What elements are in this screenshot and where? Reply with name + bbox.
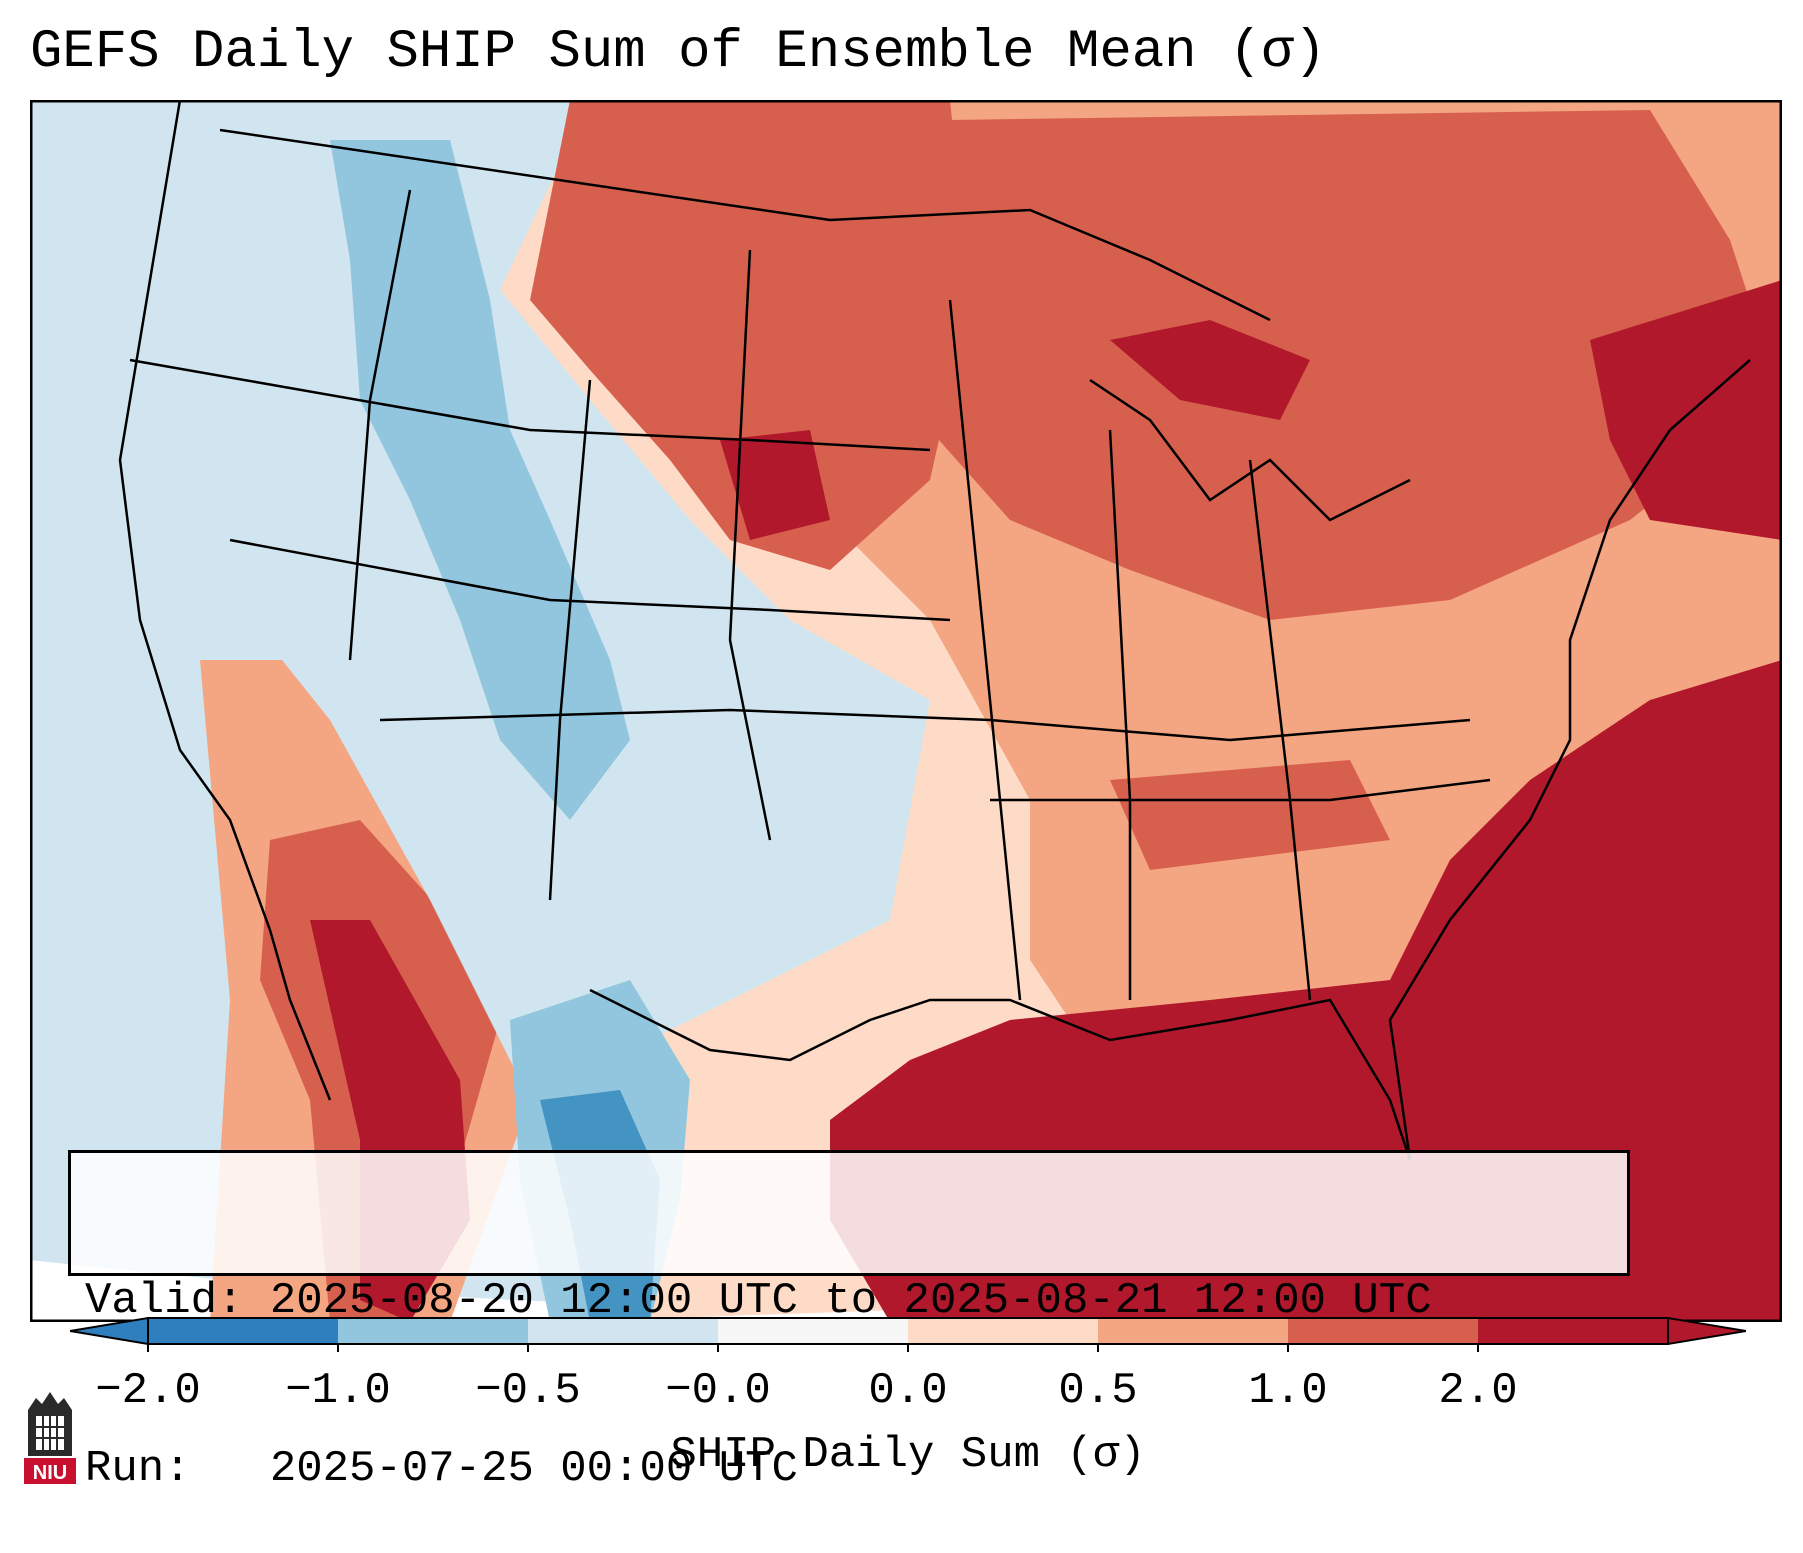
logo-banner (24, 1458, 76, 1484)
gulf-coast (589, 988, 1412, 1161)
canada-border (219, 128, 1271, 322)
colorbar-tick-label: 1.0 (1248, 1366, 1328, 1416)
colorbar-extend-low (70, 1316, 149, 1346)
state-line-1 (129, 358, 931, 452)
cool-anomaly-west (30, 100, 790, 1100)
state-line-6 (548, 379, 592, 901)
great-lakes (1089, 378, 1411, 522)
anomaly-northeast (1590, 280, 1782, 540)
anomaly-tennessee (1110, 760, 1390, 870)
run-time-text: Run: 2025-07-25 00:00 UTC (85, 1444, 798, 1494)
colorbar-tick-label: −1.0 (285, 1366, 391, 1416)
colorbar-tick-label: −2.0 (95, 1366, 201, 1416)
anomaly-great-lakes (1110, 320, 1310, 420)
colorbar-extend-high (1667, 1316, 1746, 1346)
state-line-10 (1248, 459, 1312, 1001)
colorbar-segment (908, 1318, 1098, 1344)
colorbar-segment (338, 1318, 528, 1344)
state-line-8 (948, 299, 1022, 1001)
colorbar-segment (1288, 1318, 1478, 1344)
colorbar-tick-label: −0.5 (475, 1366, 581, 1416)
colorbar-tick-label: 0.5 (1058, 1366, 1138, 1416)
state-line-4 (990, 778, 1491, 802)
colorbar-segment (528, 1318, 718, 1344)
state-line-5 (348, 189, 412, 661)
colorbar (70, 1316, 1746, 1352)
niu-logo: NIU (24, 1392, 76, 1484)
east-coast (1388, 359, 1751, 1161)
state-line-9 (1108, 429, 1132, 1000)
state-line-3 (379, 708, 1471, 742)
colorbar-tick-label: 0.0 (868, 1366, 948, 1416)
colorbar-tick-label: −0.0 (665, 1366, 771, 1416)
anomaly-dakotas (720, 430, 830, 540)
colorbar-label: SHIP Daily Sum (σ) (670, 1430, 1146, 1480)
west-coast (118, 100, 332, 1101)
map-title: GEFS Daily SHIP Sum of Ensemble Mean (σ) (30, 22, 1327, 83)
state-line-7 (728, 249, 772, 841)
colorbar-segment (718, 1318, 908, 1344)
borders (118, 100, 1751, 1161)
negative-anomaly-rockies (330, 140, 630, 820)
state-line-2 (229, 538, 951, 622)
colorbar-segment (1098, 1318, 1288, 1344)
colorbar-segment (1478, 1318, 1668, 1344)
validity-info-box: Valid: 2025-08-20 12:00 UTC to 2025-08-2… (68, 1150, 1630, 1494)
colorbar-segment (148, 1318, 338, 1344)
logo-text: NIU (33, 1462, 67, 1484)
colorbar-tick-label: 2.0 (1438, 1366, 1518, 1416)
map-panel (30, 100, 1782, 1322)
